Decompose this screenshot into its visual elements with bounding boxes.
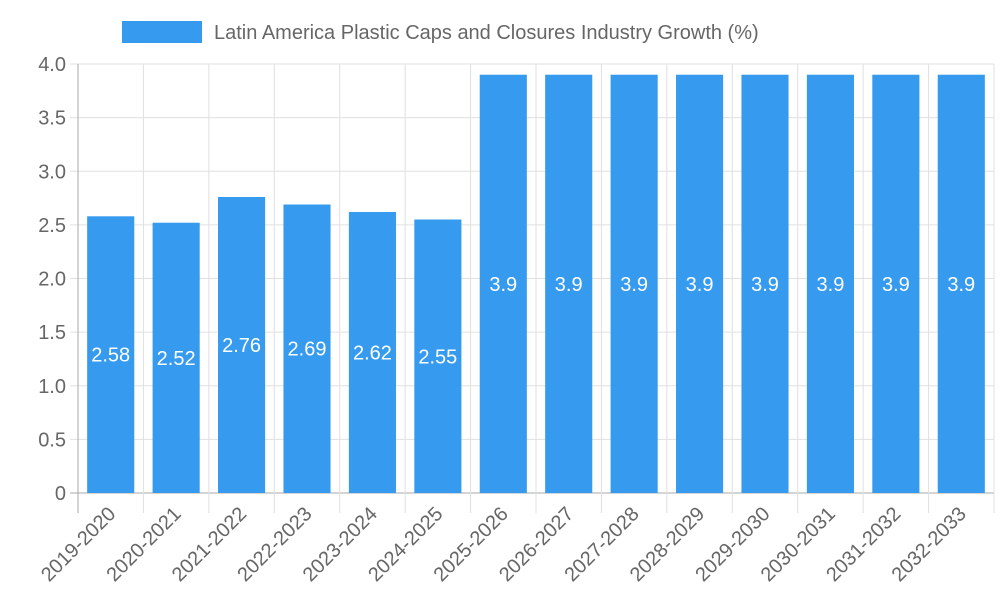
legend-label: Latin America Plastic Caps and Closures …	[214, 22, 759, 44]
legend[interactable]: Latin America Plastic Caps and Closures …	[122, 21, 759, 44]
y-tick-label: 0.5	[38, 429, 66, 451]
data-label: 2.76	[222, 335, 261, 357]
y-tick-label: 1.0	[38, 376, 66, 398]
data-label: 2.52	[157, 348, 196, 370]
data-label: 3.9	[817, 274, 845, 296]
bar	[152, 222, 200, 494]
bar	[937, 74, 985, 493]
data-label: 2.58	[91, 345, 130, 367]
y-tick-label: 2.5	[38, 215, 66, 237]
data-label: 2.62	[353, 343, 392, 365]
bar	[610, 74, 658, 493]
data-label: 3.9	[620, 274, 648, 296]
bar	[87, 216, 135, 494]
bar	[218, 196, 266, 494]
data-label: 2.55	[418, 346, 457, 368]
legend-swatch	[122, 21, 202, 43]
data-label: 3.9	[751, 274, 779, 296]
y-tick-label: 4.0	[38, 54, 66, 76]
data-label: 3.9	[882, 274, 910, 296]
bar	[283, 204, 331, 493]
data-label: 3.9	[686, 274, 714, 296]
data-label: 3.9	[947, 274, 975, 296]
data-label: 2.69	[288, 339, 327, 361]
bar	[348, 212, 396, 493]
y-tick-label: 3.0	[38, 161, 66, 183]
y-tick-label: 1.5	[38, 322, 66, 344]
y-tick-label: 0	[55, 483, 66, 505]
y-tick-label: 3.5	[38, 108, 66, 130]
bar	[872, 74, 920, 493]
bar	[479, 74, 527, 493]
bar	[414, 219, 462, 493]
data-label: 3.9	[489, 274, 517, 296]
bar	[806, 74, 854, 493]
y-tick-label: 2.0	[38, 269, 66, 291]
bar	[676, 74, 724, 493]
bar	[545, 74, 593, 493]
data-label: 3.9	[555, 274, 583, 296]
bar	[741, 74, 789, 493]
